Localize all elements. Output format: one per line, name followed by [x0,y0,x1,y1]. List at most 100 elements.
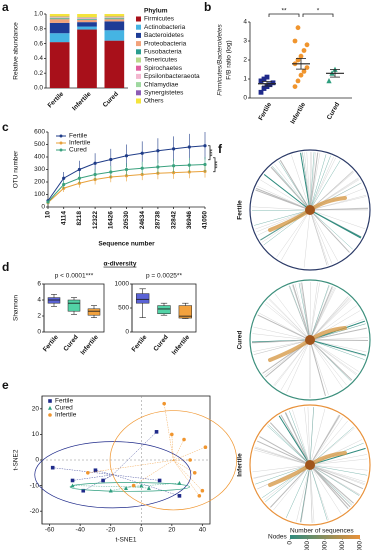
tree-branch [309,408,326,466]
tree-branch [280,339,311,391]
x-tick-label: Infertile [171,334,192,357]
x-tick-label: 0 [139,527,143,534]
marker [267,82,273,88]
marker [200,488,205,493]
point [77,176,81,180]
x-tick-label: Fertile [257,101,273,122]
significance-label: ** [281,8,287,15]
marker [326,78,332,84]
spider-line [173,439,185,461]
marker [188,458,192,462]
marker [108,488,113,493]
y-tick-label: 0.4 [34,55,43,62]
panel-label: d [2,260,9,274]
y-axis-label: F/B ratio (log) [226,40,233,79]
legend-swatch [136,90,141,96]
tree-branch [264,303,311,341]
tree-branch [253,464,311,479]
spider-line [112,431,157,475]
bar-segment [49,42,70,88]
tree-branch [268,424,311,466]
box [67,299,81,312]
y-tick-label: 0.6 [34,40,43,47]
spider-line [112,474,180,497]
x-tick-label: Cured [326,101,341,121]
marker [101,478,105,483]
tree-branch [309,339,359,372]
x-tick-label: 20 [168,527,176,534]
marker [154,430,159,434]
marker [292,38,298,44]
significance-label: * [317,8,320,15]
point [140,166,144,170]
spider-line [72,474,113,481]
chart-title: α-diversity [104,261,137,268]
x-tick-label: Cured [152,334,169,353]
y-tick-label: 2 [37,313,41,320]
tree-branch [309,339,358,375]
marker [50,465,55,470]
y-tick-label: 0.0 [34,85,43,92]
tree-branch [270,166,311,211]
tree-branch [293,284,311,341]
y-tick-label: 4 [243,19,247,26]
x-tick-label: Fertile [47,90,66,109]
bar-segment [77,29,97,88]
tree-root [305,460,315,470]
tree-branch [309,464,315,523]
tree-branch [309,155,331,211]
legend-tick-label: 30000 [339,541,346,550]
y-tick-label: 600 [34,129,45,136]
y-tick-label: 0 [37,329,41,336]
bar-segment [77,19,97,23]
tree-branch [309,152,319,211]
marker [177,494,182,498]
tree-branch [309,209,328,266]
bar-segment [104,40,125,88]
legend-tick-label: 0 [287,541,294,545]
y-tick-label: 100 [34,191,45,198]
marker [197,494,202,498]
marker [301,48,307,53]
spider-line [163,403,174,461]
legend-swatch [136,57,141,63]
marker [301,69,307,74]
tree-branch [309,209,365,229]
tree-branch [309,154,327,211]
legend-marker [59,141,63,145]
box [178,305,192,319]
tree-branch [253,339,311,352]
spider-line [52,467,113,475]
legend-label: Chlamydiae [144,81,179,88]
spider-line [102,474,113,481]
x-tick-label: 12322 [92,211,99,229]
y-tick-label: 4 [37,297,41,304]
tree-branch [309,287,335,341]
legend-label: Fertile [69,133,87,140]
legend-label: Actinobacteria [144,24,186,31]
tree-label: Infertile [237,453,244,477]
legend-marker [59,148,63,152]
y-axis-label: t-SNE2 [13,449,20,470]
p-value: p < 0.0001*** [55,273,94,280]
group-ellipse [109,410,238,511]
y-tick-label: 10 [32,431,40,438]
box [136,293,150,304]
tree-branch [309,209,333,264]
tree-branch [268,299,311,341]
tree-root [305,335,315,345]
legend-marker [48,405,52,410]
tree-branch [309,209,350,253]
x-tick-label: 28738 [155,211,162,229]
significance-bracket [208,145,211,161]
legend-label: Epsilonbacteraeota [144,73,200,80]
point [172,164,176,168]
point [109,157,113,162]
x-tick-label: Infertile [79,334,100,357]
bar-segment [77,14,97,18]
marker [81,488,86,493]
legend-marker [59,134,63,138]
y-tick-label: 20 [32,406,40,413]
legend-tick-label: 10000 [304,541,311,550]
point [140,151,144,155]
